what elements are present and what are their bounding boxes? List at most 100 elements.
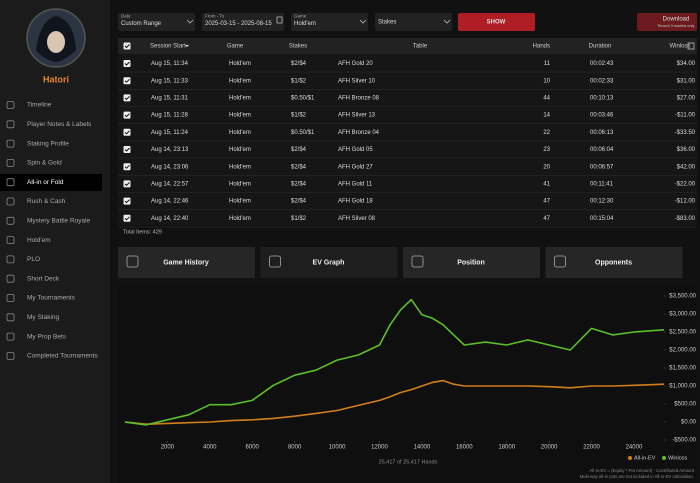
table-cell: 00:11:41	[590, 181, 614, 187]
table-cell: 11	[544, 61, 551, 67]
chart-panel	[118, 285, 697, 483]
show-button[interactable]	[458, 13, 535, 31]
stakes-select[interactable]	[375, 13, 452, 31]
x-tick-label: 24000	[626, 445, 643, 451]
table-cell: $36.00	[677, 147, 696, 153]
column-header[interactable]: Winloss	[669, 44, 690, 50]
check-mark	[124, 147, 130, 152]
check-mark	[124, 113, 130, 118]
checkbox[interactable]	[123, 60, 131, 67]
column-header[interactable]: Hands	[533, 44, 550, 50]
menu-item[interactable]: My Tournaments	[27, 295, 76, 302]
game-select[interactable]	[291, 13, 368, 31]
checkbox[interactable]	[123, 94, 131, 102]
table-cell: Hold'em	[229, 61, 251, 67]
column-header[interactable]: Game	[227, 44, 244, 50]
tab[interactable]	[403, 247, 540, 278]
table-cell: $0.50/$1	[291, 130, 315, 136]
menu-item[interactable]: Staking Profile	[27, 140, 69, 147]
tab-label: Opponents	[595, 259, 632, 266]
table-cell: 00:06:13	[590, 130, 614, 136]
table-header	[118, 38, 697, 54]
menu-icon	[6, 255, 15, 264]
tab[interactable]	[260, 247, 398, 278]
menu-icon	[6, 332, 15, 341]
menu-icon	[6, 274, 15, 283]
menu-icon	[6, 178, 15, 187]
table-cell: Hold'em	[229, 181, 251, 187]
sidebar	[0, 0, 110, 483]
menu-icon	[6, 120, 15, 129]
column-header[interactable]: Duration	[589, 44, 612, 50]
table-cell: Hold'em	[229, 78, 251, 84]
legend-label[interactable]: Winloss	[668, 455, 688, 461]
table-cell: AFH Silver 08	[338, 216, 376, 222]
menu-item[interactable]: My Staking	[27, 314, 60, 321]
menu-item[interactable]: Completed Tournaments	[27, 353, 98, 360]
table-cell: 41	[543, 181, 550, 187]
x-tick-label: 22000	[583, 445, 600, 451]
menu-icon	[6, 216, 15, 225]
legend-swatch	[662, 456, 666, 460]
checkbox[interactable]	[123, 42, 131, 50]
filter-label: Game	[294, 14, 307, 19]
tab-icon	[411, 255, 424, 268]
menu-item[interactable]: My Prop Bets	[27, 333, 67, 340]
range-input[interactable]	[202, 13, 284, 31]
legend-label[interactable]: All-in-EV	[634, 455, 656, 461]
table-cell: 00:12:30	[590, 199, 614, 205]
checkbox[interactable]	[123, 197, 131, 205]
y-tick-label: $1,000.00	[669, 384, 696, 390]
table-cell: Hold'em	[229, 164, 251, 170]
filter-value: Stakes	[378, 20, 396, 26]
check-mark	[124, 182, 130, 187]
table-cell: Hold'em	[229, 113, 251, 119]
y-tick-label: $3,500.00	[669, 294, 696, 300]
menu-item[interactable]: PLO	[27, 256, 40, 263]
column-header[interactable]: Table	[413, 44, 428, 50]
sort-icon	[185, 45, 189, 47]
date-select[interactable]	[118, 13, 195, 31]
table-cell: 00:02:33	[590, 78, 614, 84]
checkbox[interactable]	[123, 77, 131, 85]
table-cell: AFH Gold 27	[338, 164, 373, 170]
menu-item[interactable]: Rush & Cash	[27, 198, 66, 205]
table-cell: AFH Bronze 08	[338, 95, 380, 101]
table-cell: -$11.00	[675, 113, 696, 119]
x-tick-label: 12000	[371, 445, 388, 451]
menu-item[interactable]: Spin & Gold	[27, 160, 62, 167]
menu-item[interactable]: Timeline	[27, 102, 52, 109]
y-tick-label: $3,000.00	[669, 312, 696, 318]
checkbox[interactable]	[123, 128, 131, 136]
menu-item[interactable]: All-in or Fold	[27, 179, 64, 186]
checkbox[interactable]	[123, 111, 131, 119]
y-tick-label: $500.00	[674, 402, 696, 408]
table-cell: Aug 14, 22:57	[151, 181, 189, 187]
tab[interactable]	[118, 247, 255, 278]
checkbox[interactable]	[123, 146, 131, 153]
tab[interactable]	[545, 247, 683, 278]
menu-item[interactable]: Hold'em	[27, 237, 51, 244]
table-cell: 22	[543, 130, 550, 136]
table-cell: Aug 15, 11:34	[151, 61, 189, 67]
checkbox[interactable]	[123, 214, 131, 222]
table-cell: $0.50/$1	[291, 95, 315, 101]
table-cell: Aug 14, 22:40	[151, 216, 189, 222]
menu-item[interactable]: Player Notes & Labels	[27, 121, 92, 128]
table-cell: $2/$4	[291, 181, 307, 187]
tab-label: EV Graph	[313, 259, 345, 266]
column-header[interactable]: Session Start	[150, 44, 186, 50]
table-cell: 47	[543, 199, 550, 205]
table-cell: Hold'em	[229, 199, 251, 205]
download-note: Recent 3 months only	[658, 24, 695, 28]
table-cell: 10	[543, 78, 550, 84]
checkbox[interactable]	[123, 180, 131, 188]
table-cell: 00:10:13	[590, 95, 614, 101]
menu-item[interactable]: Short Deck	[27, 275, 60, 282]
checkbox[interactable]	[123, 163, 131, 171]
menu-item[interactable]: Mystery Battle Royale	[27, 218, 91, 225]
download-button[interactable]	[637, 13, 697, 31]
table-cell: 00:02:43	[590, 61, 614, 67]
column-header[interactable]: Stakes	[289, 44, 307, 50]
table-cell: $31.00	[677, 78, 696, 84]
